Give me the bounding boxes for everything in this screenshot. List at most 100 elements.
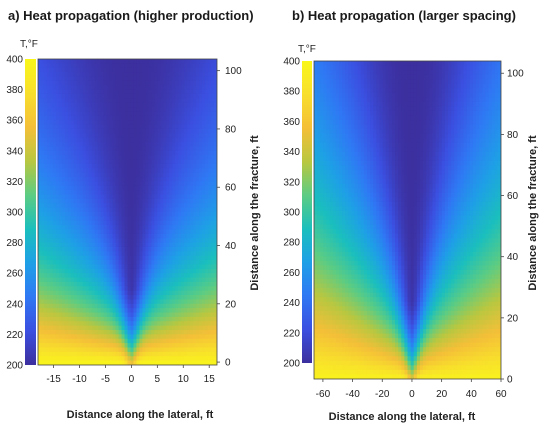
heatmap-cell <box>163 80 167 86</box>
heatmap-cell <box>338 79 343 85</box>
heatmap-cell <box>391 97 396 103</box>
heatmap-cell <box>58 268 63 274</box>
heatmap-cell <box>70 338 75 344</box>
heatmap-cell <box>169 185 173 191</box>
heatmap-cell <box>76 281 81 287</box>
heatmap-cell <box>115 347 120 353</box>
heatmap-cell <box>151 124 155 130</box>
heatmap-cell <box>145 303 149 309</box>
heatmap-cell <box>118 98 123 104</box>
heatmap-cell <box>82 330 87 335</box>
heatmap-cell <box>61 242 66 248</box>
heatmap-cell <box>100 321 105 327</box>
heatmap-cell <box>407 70 412 76</box>
heatmap-cell <box>79 98 84 104</box>
heatmap-cell <box>76 260 81 266</box>
heatmap-cell <box>40 233 45 239</box>
heatmap-cell <box>118 316 123 322</box>
heatmap-cell <box>357 110 362 117</box>
heatmap-cell <box>157 146 161 152</box>
heatmap-cell <box>94 59 99 64</box>
heatmap-cell <box>154 295 158 301</box>
heatmap-cell <box>94 93 99 99</box>
heatmap-cell <box>169 198 173 204</box>
heatmap-cell <box>82 225 87 231</box>
heatmap-cell <box>85 124 90 130</box>
heatmap-cell <box>136 255 141 261</box>
heatmap-cell <box>145 316 149 322</box>
heatmap-cell <box>196 238 200 244</box>
heatmap-cell <box>100 146 105 152</box>
heatmap-cell <box>61 181 66 187</box>
heatmap-cell <box>163 238 167 244</box>
heatmap-cell <box>202 238 206 244</box>
heatmap-cell <box>476 101 480 108</box>
heatmap-cell <box>181 281 185 287</box>
heatmap-cell <box>196 190 200 196</box>
heatmap-cell <box>136 137 141 143</box>
heatmap-cell <box>127 142 132 148</box>
heatmap-cell <box>199 273 203 279</box>
heatmap-cell <box>326 88 331 94</box>
heatmap-cell <box>175 93 179 99</box>
heatmap-cell <box>52 163 57 169</box>
heatmap-cell <box>190 115 194 121</box>
heatmap-cell <box>187 172 191 178</box>
heatmap-cell <box>43 72 48 78</box>
heatmap-cell <box>40 142 45 148</box>
heatmap-cell <box>460 110 465 117</box>
heatmap-cell <box>73 89 78 95</box>
panel-a-colorbar-title: T,°F <box>20 39 38 50</box>
heatmap-cell <box>49 98 54 104</box>
heatmap-cell <box>163 290 167 296</box>
heatmap-cell <box>76 198 81 204</box>
heatmap-cell <box>82 168 87 174</box>
heatmap-cell <box>169 177 173 182</box>
heatmap-cell <box>136 185 141 191</box>
heatmap-cell <box>148 229 152 235</box>
heatmap-cell <box>82 59 87 64</box>
heatmap-cell <box>58 273 63 279</box>
heatmap-cell <box>133 251 138 257</box>
heatmap-cell <box>38 347 42 353</box>
heatmap-cell <box>181 85 185 91</box>
heatmap-cell <box>127 190 132 196</box>
heatmap-cell <box>148 194 152 200</box>
heatmap-cell <box>181 168 185 174</box>
heatmap-cell <box>112 85 117 91</box>
heatmap-cell <box>76 264 81 270</box>
heatmap-cell <box>121 107 126 113</box>
heatmap-cell <box>85 120 90 126</box>
heatmap-cell <box>314 70 318 76</box>
heatmap-cell <box>76 142 81 148</box>
heatmap-cell <box>133 124 138 130</box>
heatmap-cell <box>76 316 81 322</box>
heatmap-cell <box>124 207 129 213</box>
heatmap-cell <box>76 150 81 156</box>
heatmap-cell <box>76 63 81 69</box>
heatmap-cell <box>214 212 217 217</box>
heatmap-cell <box>97 185 102 191</box>
heatmap-cell <box>139 146 144 152</box>
heatmap-cell <box>124 238 129 244</box>
heatmap-cell <box>46 120 51 126</box>
heatmap-cell <box>354 61 359 67</box>
heatmap-cell <box>55 194 60 200</box>
heatmap-cell <box>407 106 412 112</box>
heatmap-cell <box>157 268 161 274</box>
heatmap-cell <box>73 150 78 156</box>
heatmap-cell <box>342 88 346 94</box>
heatmap-cell <box>211 80 215 86</box>
heatmap-cell <box>82 220 87 226</box>
heatmap-cell <box>154 72 158 78</box>
heatmap-cell <box>202 98 206 104</box>
heatmap-cell <box>190 299 194 305</box>
heatmap-cell <box>79 330 84 335</box>
heatmap-cell <box>193 347 197 353</box>
heatmap-cell <box>52 343 57 349</box>
heatmap-cell <box>79 155 84 161</box>
heatmap-cell <box>88 351 93 357</box>
heatmap-cell <box>91 220 96 226</box>
heatmap-cell <box>73 85 78 91</box>
heatmap-cell <box>103 72 108 78</box>
